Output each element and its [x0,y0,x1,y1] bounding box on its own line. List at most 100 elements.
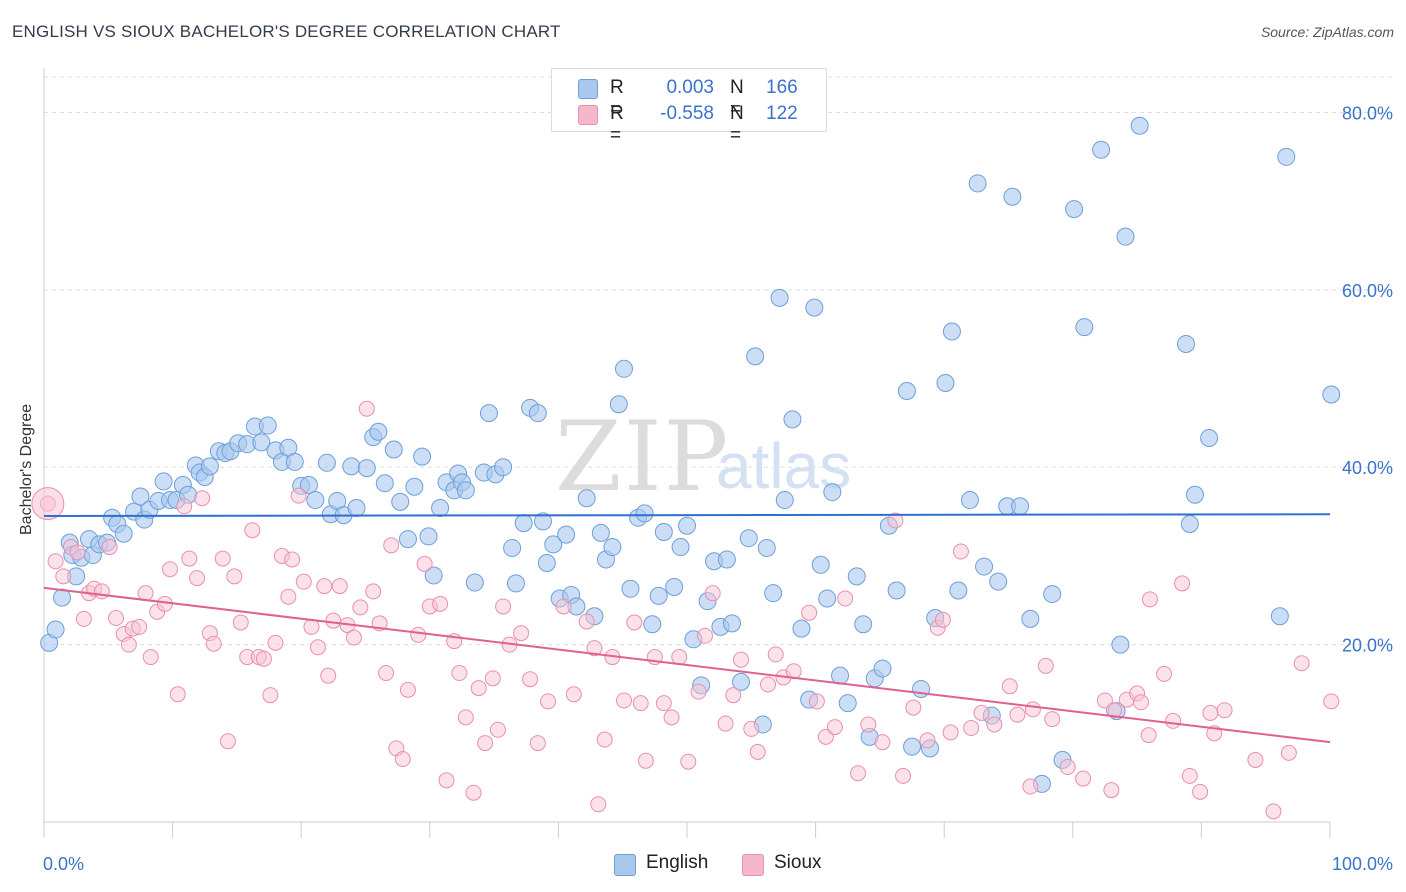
english-point [614,359,633,378]
sioux-point [162,561,179,578]
english-point [1003,187,1022,206]
sioux-point [973,704,990,721]
english-point [537,554,556,573]
english-point [805,298,824,317]
english-point [770,288,789,307]
sioux-point [284,551,301,568]
english-point [398,530,417,549]
sioux-swatch [578,105,598,125]
sioux-point [108,610,125,627]
sioux-point [438,772,455,789]
sioux-point [850,765,867,782]
english-swatch [578,79,598,99]
sioux-point [919,732,936,749]
sioux-point [1181,767,1198,784]
english-n-label: N = [730,77,744,120]
source-label: Source: ZipAtlas.com [1260,24,1394,40]
english-point [838,694,857,713]
english-point [1043,585,1062,604]
legend-sioux-label: Sioux [774,852,822,873]
english-point [1180,515,1199,533]
english-point [1130,116,1149,135]
y-axis-label: Bachelor's Degree [18,403,35,535]
sioux-point [578,613,595,630]
sioux-point [295,573,312,590]
sioux-point [1280,744,1297,761]
sioux-point [680,753,697,770]
english-point [1185,485,1204,504]
english-point [942,322,961,341]
sioux-point [663,709,680,726]
english-r-label: R = [610,77,624,120]
english-point [873,659,892,678]
english-point [419,527,438,546]
sioux-point [101,539,118,556]
sioux-point [690,683,707,700]
sioux-point [394,751,411,768]
sioux-point [432,595,449,612]
sioux-point [801,604,818,621]
sioux-point [232,614,249,631]
sioux-point [451,665,468,681]
english-point [258,416,277,435]
sioux-point [905,699,922,716]
sioux-point [1293,655,1310,672]
sioux-point [399,681,416,698]
sioux-point [383,537,400,554]
correlation-legend: R = 0.003 N = 166 R = -0.558 N = 122 [551,68,827,146]
english-point [405,477,424,496]
sioux-point [1141,591,1158,608]
legend-english-label: English [646,852,709,873]
english-point [528,404,547,423]
english-point [413,447,432,466]
english-point [357,459,376,478]
sioux-point [93,583,110,600]
sioux-point [280,588,297,605]
chart-title: ENGLISH VS SIOUX BACHELOR'S DEGREE CORRE… [12,22,561,41]
english-point [609,395,628,414]
english-point [306,491,325,510]
sioux-point [1001,678,1018,695]
english-point [1277,147,1296,166]
english-point [912,679,931,698]
english-point [717,550,736,569]
english-point [347,499,366,518]
sioux-point [513,625,530,642]
english-point [764,584,783,603]
english-point [431,499,450,518]
english-point [665,577,684,596]
sioux-point [1044,711,1061,728]
english-point [299,475,318,494]
english-point [643,615,662,634]
sioux-point [760,676,777,693]
sioux-point [874,734,891,751]
sioux-point [749,743,766,760]
english-n-value: 166 [766,77,798,98]
sioux-point [325,612,342,629]
english-point [465,573,484,592]
sioux-point [632,695,649,712]
sioux-point [69,544,86,561]
sioux-point [655,695,672,712]
english-point [506,574,525,593]
sioux-point [522,671,539,688]
sioux-point [837,590,854,607]
sioux-point [725,687,742,704]
sioux-point [767,646,784,663]
sioux-point [895,767,912,784]
english-point [968,174,987,193]
sioux-point [934,611,951,628]
english-point [1065,200,1084,219]
sioux-point [169,686,186,703]
english-point [131,487,150,506]
english-point [384,440,403,459]
sioux-point [484,670,501,687]
english-point [903,737,922,756]
english-point [897,381,916,400]
sioux-point [131,618,148,635]
sioux-point [637,752,654,769]
sioux-point [1009,706,1026,723]
english-point [1075,318,1094,337]
sioux-point [309,639,326,656]
